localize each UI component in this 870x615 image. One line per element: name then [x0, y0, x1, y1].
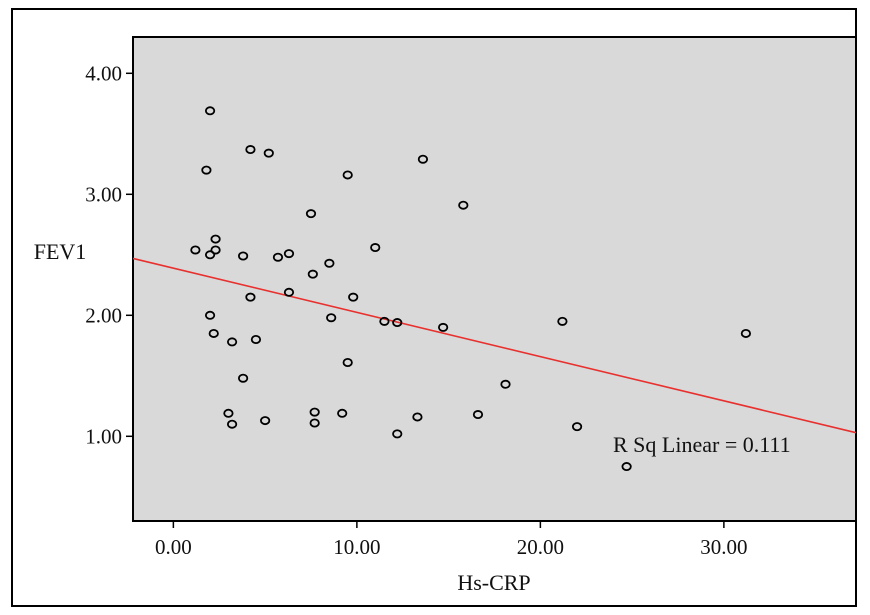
- data-point: [500, 379, 511, 389]
- data-point: [204, 106, 216, 116]
- x-tick-label: 30.00: [700, 535, 747, 559]
- data-point: [201, 165, 212, 175]
- data-point: [392, 318, 403, 328]
- data-point: [238, 251, 249, 261]
- data-point: [438, 322, 449, 332]
- data-point: [348, 292, 359, 302]
- data-point: [204, 250, 216, 260]
- x-axis-title: Hs-CRP: [457, 570, 530, 595]
- data-point: [557, 316, 568, 326]
- y-tick-label: 3.00: [85, 182, 122, 206]
- data-point: [309, 418, 320, 428]
- data-point: [190, 245, 201, 255]
- data-point: [210, 245, 221, 255]
- data-point: [210, 234, 221, 244]
- data-point: [238, 373, 249, 383]
- data-point: [621, 462, 632, 472]
- data-point: [245, 145, 256, 155]
- data-point: [204, 310, 216, 320]
- regression-line: [132, 257, 857, 434]
- ticks-layer: 0.00 10.00 20.00 30.00 1.00 2.00 3.00 4.00: [85, 61, 747, 559]
- fit-annotation: R Sq Linear = 0.111: [613, 432, 791, 457]
- data-point: [283, 249, 295, 259]
- data-point: [417, 154, 429, 164]
- y-tick-label: 1.00: [85, 424, 122, 448]
- x-tick-label: 20.00: [517, 535, 564, 559]
- data-point: [208, 328, 219, 338]
- data-point: [324, 258, 335, 268]
- data-point: [263, 148, 274, 158]
- data-point: [223, 408, 234, 418]
- data-point: [337, 408, 348, 418]
- plot-area: [132, 36, 857, 522]
- x-tick-label: 0.00: [155, 535, 192, 559]
- data-point: [379, 316, 390, 326]
- data-point: [392, 429, 403, 439]
- data-point: [342, 357, 353, 367]
- data-point: [283, 287, 295, 297]
- data-point: [472, 410, 484, 420]
- data-point: [740, 328, 751, 338]
- points-layer: [190, 106, 751, 472]
- data-point: [458, 200, 469, 210]
- data-point: [307, 269, 318, 279]
- y-axis-title: FEV1: [34, 239, 87, 264]
- y-tick-label: 4.00: [85, 61, 122, 85]
- data-point: [260, 416, 271, 426]
- data-point: [370, 243, 381, 253]
- data-point: [309, 407, 320, 417]
- data-point: [272, 252, 284, 262]
- data-point: [412, 412, 423, 422]
- data-point: [571, 422, 583, 432]
- data-point: [245, 292, 256, 302]
- data-point: [226, 337, 238, 347]
- data-point: [226, 419, 238, 429]
- y-tick-label: 2.00: [85, 303, 122, 327]
- data-point: [342, 170, 353, 180]
- data-point: [250, 334, 262, 344]
- fit-line-layer: [132, 257, 857, 434]
- data-point: [305, 209, 317, 219]
- x-tick-label: 10.00: [333, 535, 380, 559]
- data-point: [326, 313, 337, 323]
